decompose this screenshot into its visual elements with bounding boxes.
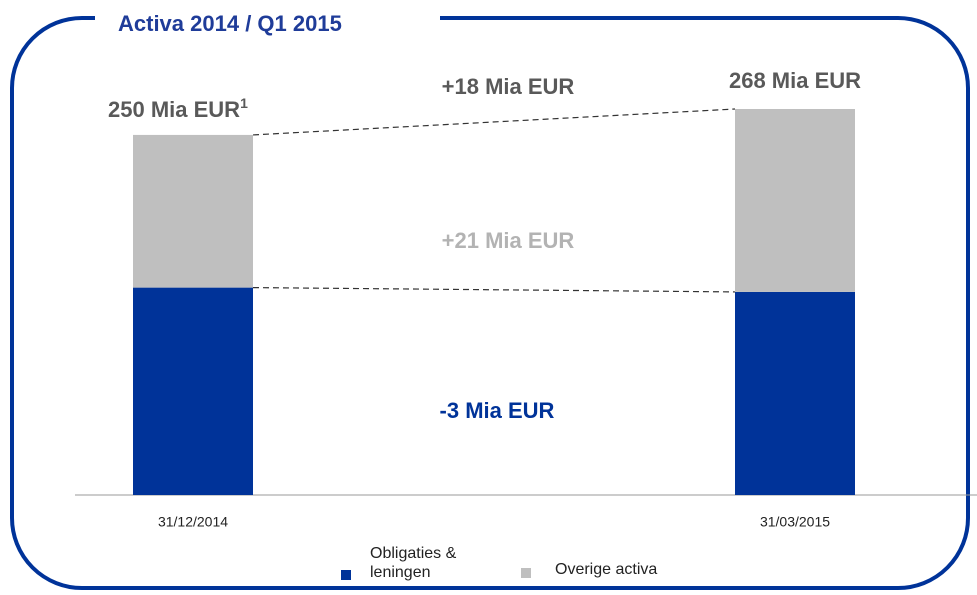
chart-title: Activa 2014 / Q1 2015: [118, 11, 342, 36]
x-tick-label: 31/03/2015: [760, 514, 830, 530]
legend-label: Overige activa: [555, 561, 658, 578]
footnote-mark: 1: [240, 95, 248, 111]
x-tick-label: 31/12/2014: [158, 514, 228, 530]
connector: [252, 286, 736, 293]
bar-segment: [735, 109, 855, 292]
change-label: +21 Mia EUR: [442, 228, 575, 253]
bar-segment: [133, 287, 253, 495]
total-label: 268 Mia EUR: [729, 68, 861, 93]
legend-swatch: [341, 570, 351, 580]
total-label: 250 Mia EUR1: [108, 95, 248, 122]
frame: [10, 16, 970, 590]
title-gap: [95, 4, 440, 38]
bar-segment: [735, 291, 855, 495]
connector: [252, 108, 736, 136]
total-label-text: 250 Mia EUR: [108, 97, 240, 122]
bar-segment: [133, 134, 253, 288]
change-label: +18 Mia EUR: [442, 74, 575, 99]
change-label: -3 Mia EUR: [440, 398, 555, 423]
legend-label: Obligaties & leningen: [370, 545, 457, 581]
legend-swatch: [521, 568, 531, 578]
